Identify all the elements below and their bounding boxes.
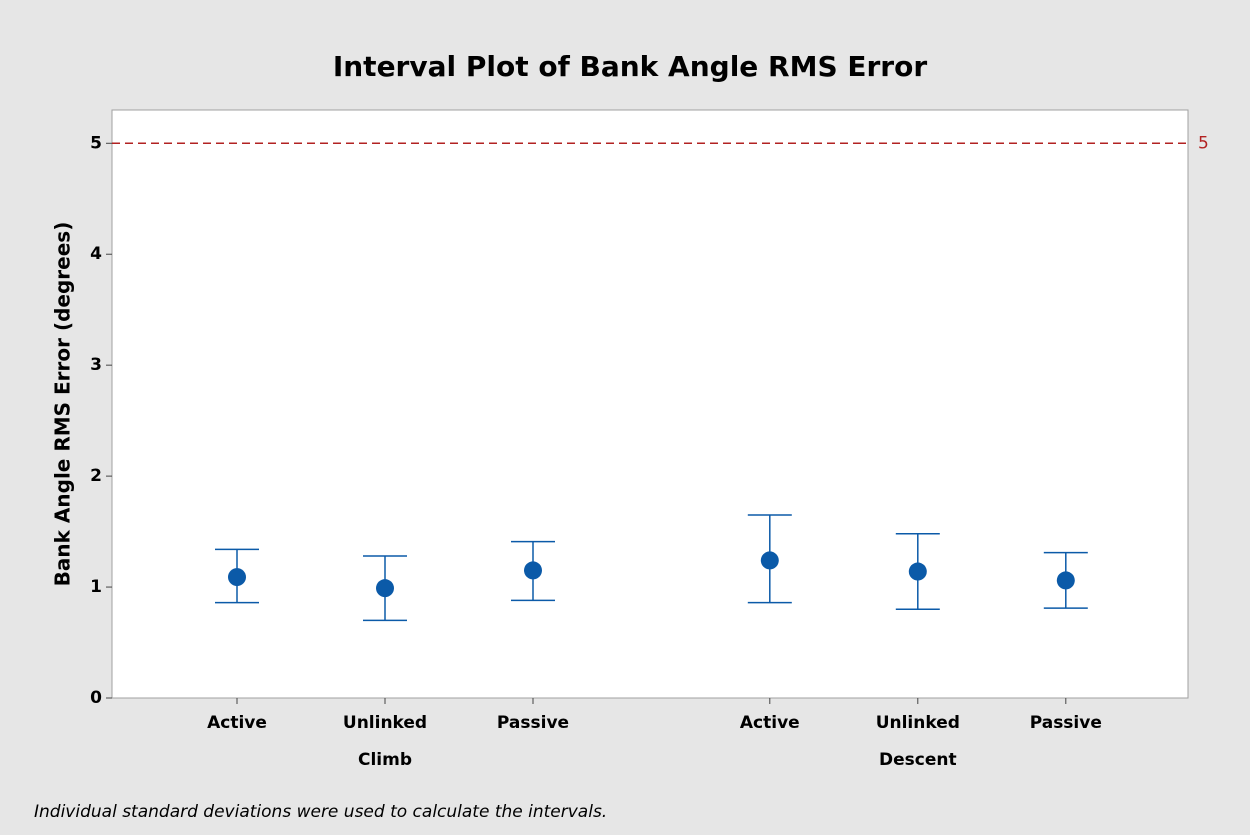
y-axis-label: Bank Angle RMS Error (degrees) <box>51 222 75 587</box>
x-tick-label: Active <box>740 713 800 733</box>
chart-title: Interval Plot of Bank Angle RMS Error <box>333 50 928 83</box>
group-label: Descent <box>879 750 957 770</box>
mean-point <box>228 568 246 587</box>
x-tick-label: Active <box>207 713 267 733</box>
x-tick-label: Unlinked <box>343 713 427 733</box>
group-label: Climb <box>358 750 412 770</box>
y-tick-label: 1 <box>90 577 102 597</box>
y-tick-label: 4 <box>90 244 102 264</box>
footnote: Individual standard deviations were used… <box>34 802 607 822</box>
mean-point <box>908 562 927 581</box>
x-tick-label: Unlinked <box>876 713 960 733</box>
mean-point <box>1056 571 1075 590</box>
plot-area <box>111 109 1189 699</box>
mean-point <box>760 551 779 570</box>
mean-point <box>376 579 394 598</box>
y-tick-label: 2 <box>90 466 102 486</box>
y-tick-label: 3 <box>90 355 102 375</box>
y-tick-label: 5 <box>90 133 102 153</box>
x-tick-label: Passive <box>1030 713 1102 733</box>
reference-label: 5 <box>1198 133 1209 153</box>
mean-point <box>524 561 542 580</box>
y-tick-label: 0 <box>90 688 102 708</box>
x-tick-label: Passive <box>497 713 569 733</box>
